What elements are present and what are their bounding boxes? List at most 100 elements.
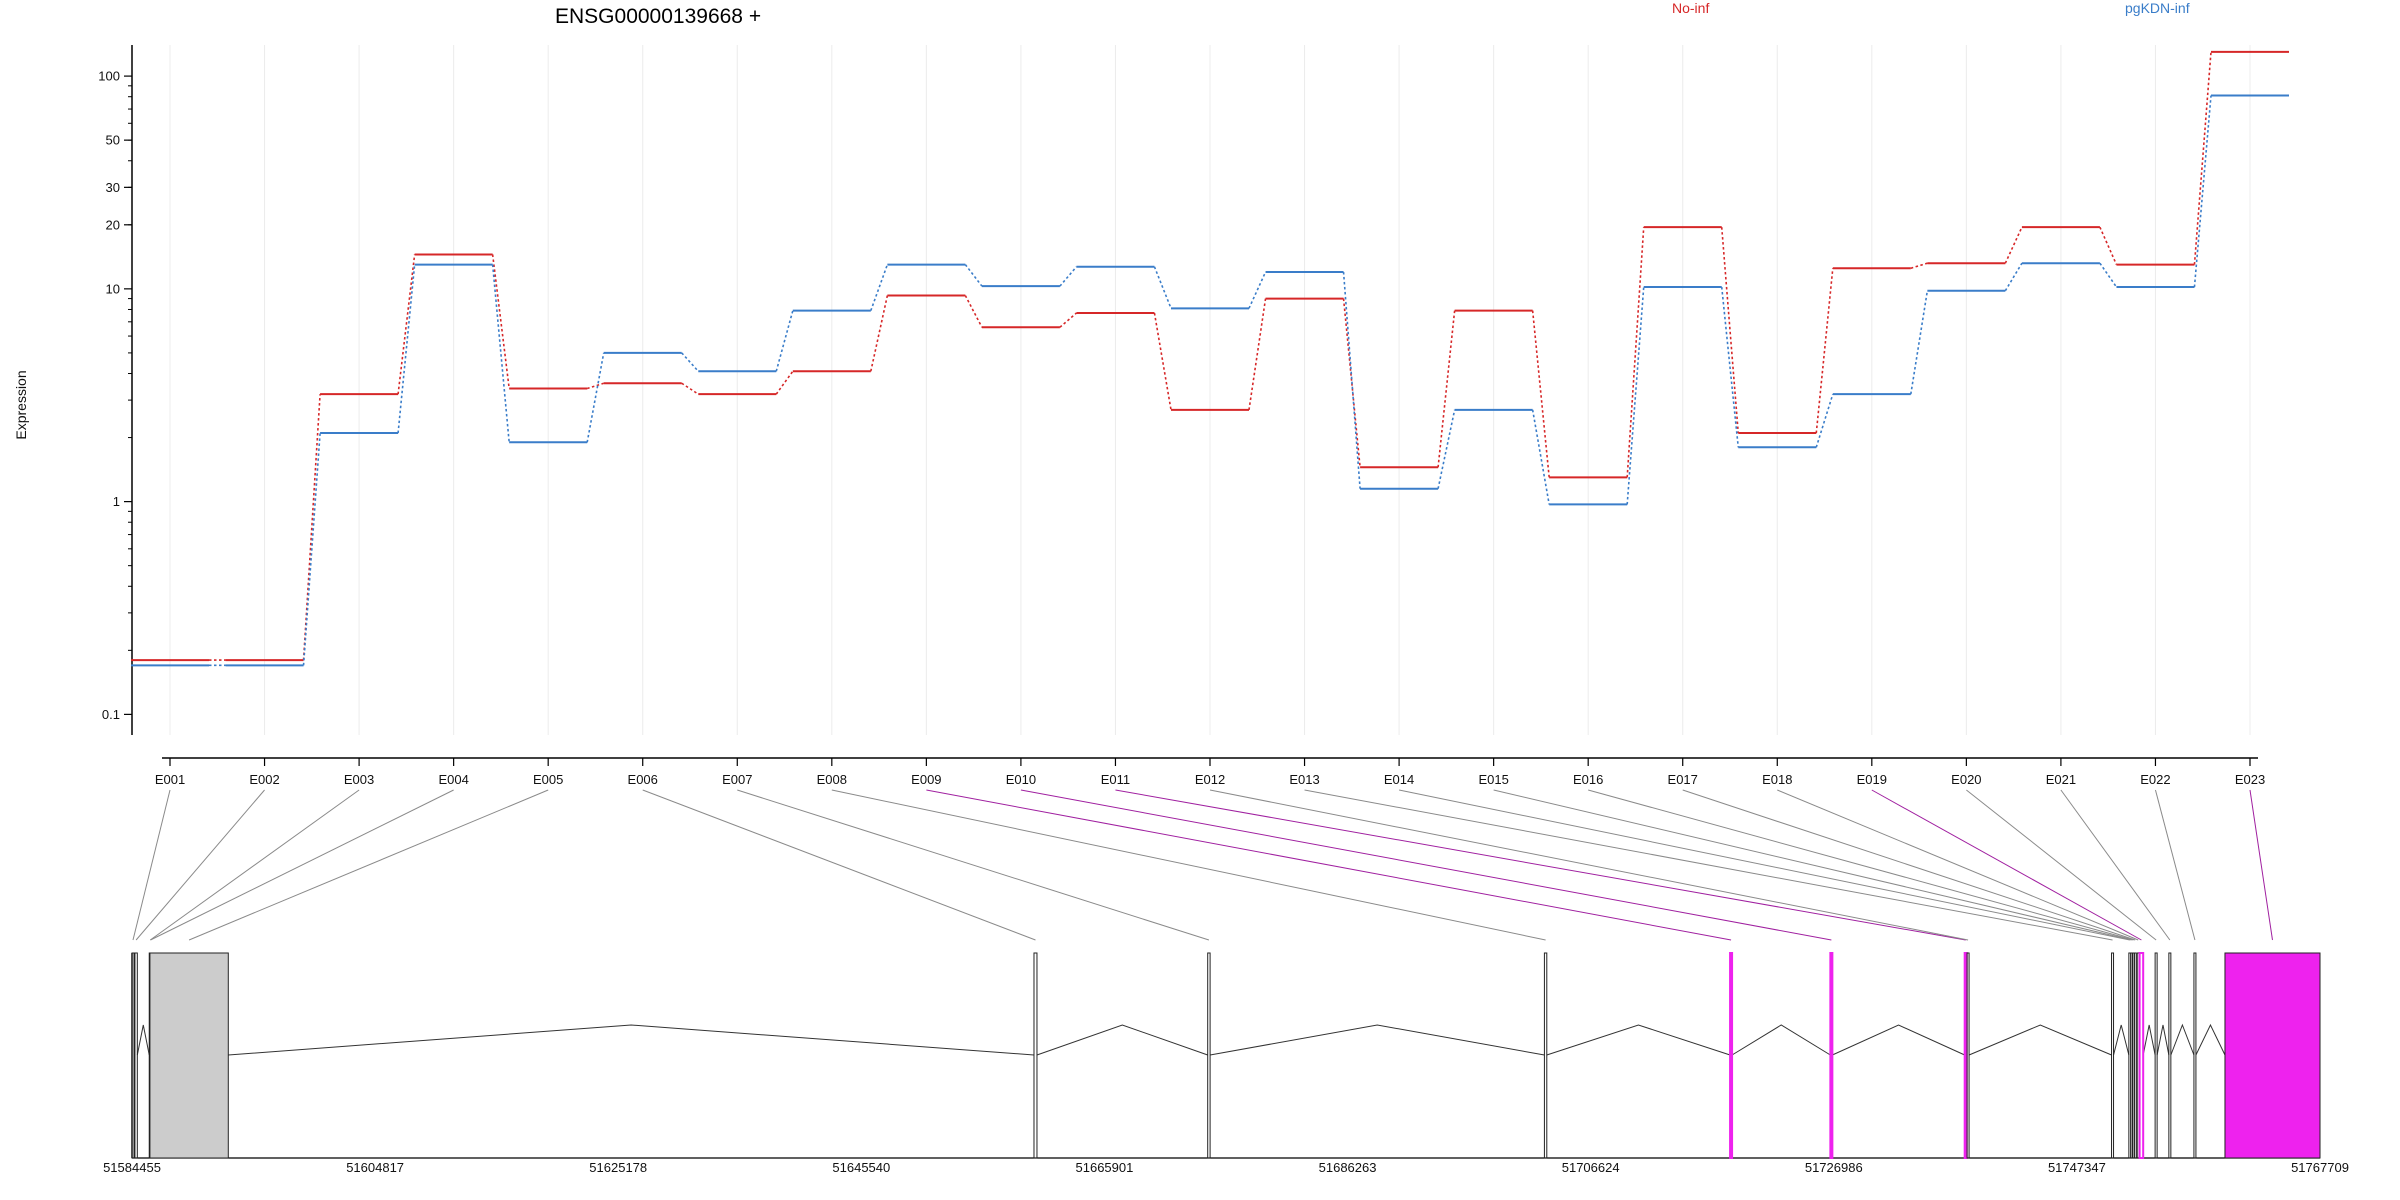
series-connector [964,264,983,287]
exon-e017 [2133,952,2137,1159]
y-tick-label: 20 [106,217,120,232]
y-tick-label: 50 [106,133,120,148]
series-connector [2193,95,2212,288]
connector-e006 [642,789,1036,941]
x-tick-label-e006: E006 [628,772,658,787]
x-tick-label-e001: E001 [155,772,185,787]
connector-e022 [2154,789,2196,941]
y-axis: 0.1 1 10 20 30 50 100 [98,45,133,735]
connector-e003 [149,789,360,941]
x-tick-label-e011: E011 [1101,772,1130,787]
series-connector [1720,227,1740,434]
connector-e016 [1588,789,2134,941]
series-connector [302,433,321,666]
series-connector [870,295,889,372]
intron-line [2113,1024,2130,1056]
connector-e008 [831,789,1546,941]
x-tick-label-e009: E009 [911,772,941,787]
intron-line [1036,1024,1208,1056]
x-tick-label-e005: E005 [533,772,563,787]
x-tick-label-e020: E020 [1951,772,1981,787]
series-connector [964,295,983,328]
series-connector [870,264,889,311]
connector-e019 [1871,789,2142,941]
series-connector [1910,290,1929,395]
intron-line [1832,1024,1965,1056]
y-tick-label: 0.1 [102,707,120,722]
exon-e002 [134,952,138,1159]
series-connector [1626,227,1645,478]
exon-e020 [2154,952,2158,1159]
x-tick-label-e013: E013 [1289,772,1319,787]
exon-e008 [1543,952,1548,1159]
grid-lines [169,45,2251,735]
series-connector [302,394,321,661]
connector-e023 [2249,789,2273,941]
x-tick-label-e015: E015 [1478,772,1508,787]
gene-model: 51584455 51604817 51625178 51645540 51665901… [103,952,2349,1175]
series-connector [1059,312,1077,328]
connector-e001 [132,789,171,941]
x-tick-label-e021: E021 [2046,772,2076,787]
x-tick-label-e012: E012 [1195,772,1225,787]
series-connector [1815,268,1834,434]
series-connector [1437,310,1456,468]
intron-line [2156,1024,2170,1056]
intron-line [1731,1024,1831,1056]
series-connector [1248,271,1267,309]
connector-e020 [1966,789,2157,941]
x-tick-label-e007: E007 [722,772,752,787]
exon-e012 [1966,952,1970,1159]
x-tick-label-e010: E010 [1006,772,1036,787]
connector-e009 [926,789,1732,941]
series-connector [775,310,794,372]
series-connector [775,370,794,395]
x-tick-label-e014: E014 [1384,772,1414,787]
connector-e021 [2060,789,2171,941]
series-connector [1342,298,1361,468]
series-connector [1437,409,1456,489]
coordinate-label: 51665901 [1076,1160,1134,1175]
exon-e006 [1033,952,1038,1159]
connector-e005 [188,789,549,941]
y-axis-label: Expression [13,370,29,439]
connector-e002 [135,789,265,941]
series-connector [2193,51,2212,265]
series-connector [491,254,510,389]
series-connector [491,264,510,443]
series-connector [2099,262,2118,288]
coordinate-label: 51686263 [1319,1160,1377,1175]
x-tick-label-e017: E017 [1668,772,1698,787]
series-connector [1248,298,1267,410]
intron-line [136,1024,150,1056]
series-connector [1059,266,1078,287]
coordinate-label: 51604817 [346,1160,404,1175]
exon-e009 [1729,952,1734,1159]
intron-line [2170,1023,2195,1056]
exon-e013 [2111,952,2115,1159]
connector-e004 [150,789,454,941]
exon-e021 [2168,952,2172,1159]
exon-e023 [2224,952,2321,1159]
series-connector [681,352,699,372]
connector-e015 [1493,789,2132,941]
series-connector [397,254,416,395]
series-connector [1531,310,1550,478]
coordinate-label: 51767709 [2291,1160,2349,1175]
intron-line [228,1024,1035,1056]
coordinate-label: 51747347 [2048,1160,2106,1175]
exon-e001 [131,952,135,1159]
coordinate-label: 51625178 [589,1160,647,1175]
series-connector [2099,226,2118,265]
coordinate-label: 51584455 [103,1160,161,1175]
series-connector [1910,262,1928,270]
legend-no-inf: No-inf [1672,0,1709,16]
series-connector [1626,286,1645,505]
x-tick-label-e003: E003 [344,772,374,787]
x-tick-label-e016: E016 [1573,772,1603,787]
connector-e013 [1304,789,2113,941]
series-connector [586,382,604,390]
connector-e017 [1682,789,2136,941]
connector-e012 [1209,789,1969,941]
coordinate-label: 51706624 [1562,1160,1620,1175]
